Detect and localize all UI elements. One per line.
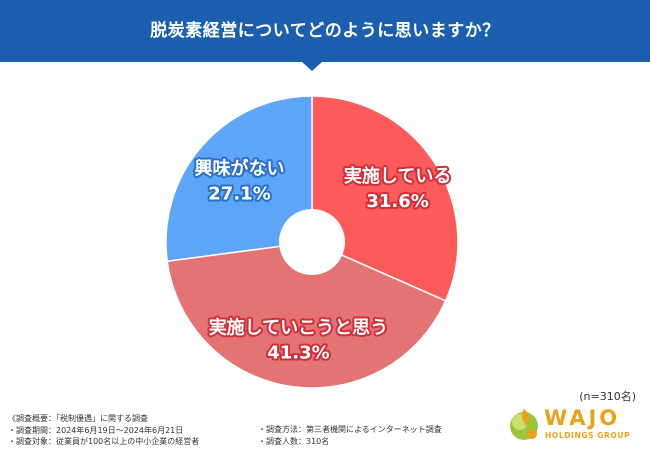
slice-1 [166, 241, 447, 389]
logo-word: WAJO [544, 406, 621, 430]
header-bar: 脱炭素経営についてどのように思いますか？ [0, 0, 650, 62]
note-line: ・調査方法：第三者機関によるインターネット調査 [258, 425, 442, 434]
note-line: 《調査概要：「税制優遇」に関する調査 [8, 414, 148, 423]
labels-group: 実施している 31.6% 実施していこうと思う 41.3% 興味がない 27.1% [193, 156, 454, 366]
page-title: 脱炭素経営についてどのように思いますか？ [150, 21, 500, 41]
note-line: ・調査人数：310名 [258, 436, 330, 446]
slice-label-0: 実施している [344, 165, 451, 187]
slice-value-0: 31.6% [366, 191, 428, 212]
slice-0 [311, 95, 459, 302]
note-line: ・調査期間：2024年6月19日〜2024年6月21日 [8, 425, 184, 435]
slice-label-2: 興味がない [195, 158, 285, 180]
slice-label-1: 実施していこうと思う [209, 316, 388, 338]
sample-size: (n=310名) [579, 390, 636, 403]
survey-notes-left: 《調査概要：「税制優遇」に関する調査 ・調査期間：2024年6月19日〜2024… [8, 413, 199, 448]
logo-mark-icon [510, 409, 538, 440]
slices-group [165, 95, 459, 389]
slice-2 [165, 95, 313, 263]
slice-value-1: 41.3% [267, 342, 329, 363]
donut-hole [279, 209, 345, 275]
logo-subtitle: HOLDINGS GROUP [545, 431, 631, 440]
survey-notes-right: ・調査方法：第三者機関によるインターネット調査 ・調査人数：310名 [258, 424, 442, 447]
slice-value-2: 27.1% [208, 184, 270, 205]
company-logo: WAJO HOLDINGS GROUP [506, 406, 636, 444]
note-line: ・調査対象：従業員が100名以上の中小企業の経営者 [8, 437, 200, 446]
header-pointer [301, 61, 323, 71]
